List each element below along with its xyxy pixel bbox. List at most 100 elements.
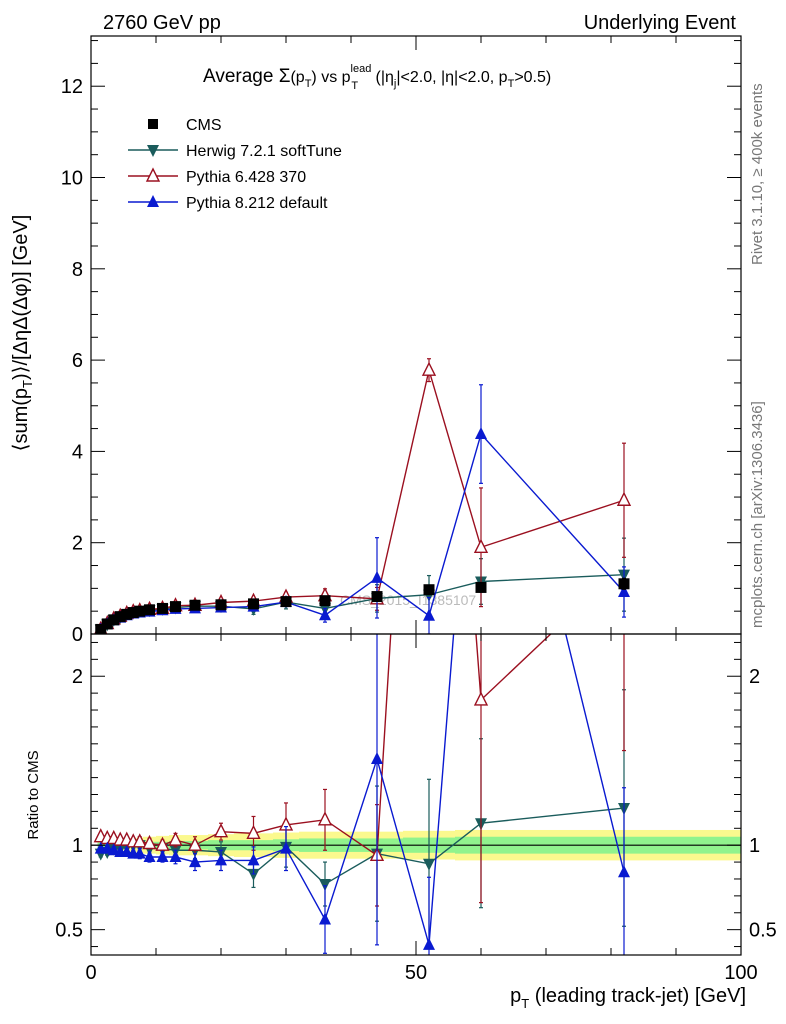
ratio-point-pythia8-13: [280, 841, 292, 854]
ratio-point-pythia8-6: [133, 846, 146, 859]
legend-marker-3: [147, 195, 159, 207]
point-cms-7: [144, 604, 155, 616]
ratio-series-pythia8: [94, 281, 630, 955]
point-pythia8-16: [423, 608, 435, 621]
mcplots-label: mcplots.cern.ch [arXiv:1306.3436]: [749, 401, 766, 628]
ratio-point-pythia6-16: [423, 10, 435, 22]
ratio-point-pythia8-17: [475, 281, 487, 293]
point-cms-2: [108, 614, 120, 626]
ratio-point-pythia6-12: [246, 824, 261, 840]
axis-ticks: [90, 36, 742, 955]
ratio-point-pythia6-14: [317, 811, 333, 826]
analysis-label: Underlying Event: [584, 12, 737, 34]
y-tick-ratio-2: 2: [72, 666, 83, 688]
ratio-point-pythia8-12: [247, 853, 260, 866]
point-cms-12: [248, 598, 259, 610]
point-pythia8-14: [319, 608, 331, 621]
point-cms-18: [618, 578, 630, 590]
ratio-point-pythia6-11: [213, 823, 229, 838]
ratio-point-pythia8-15: [371, 752, 383, 765]
rivet-label: Rivet 3.1.10, ≥ 400k events: [749, 83, 766, 265]
point-pythia6-17: [473, 538, 489, 553]
legend-label-cms: CMS: [186, 117, 222, 134]
point-cms-17: [475, 581, 487, 593]
point-cms-5: [127, 607, 139, 619]
y-axis-title-main: ⟨sum(pT)⟩/[ΔηΔ(Δφ)] [GeV]: [10, 215, 35, 452]
legend-label-pythia8: Pythia 8.212 default: [186, 195, 328, 212]
x-tick-0: 0: [85, 962, 96, 984]
point-pythia8-18: [618, 585, 630, 598]
ratio-point-herwig-14: [319, 879, 331, 892]
ratio-point-herwig-16: [423, 858, 435, 871]
ratio-point-pythia8-18: [618, 865, 630, 878]
point-cms-6: [134, 605, 146, 617]
point-cms-8: [157, 602, 168, 614]
point-pythia8-15: [371, 570, 383, 583]
ratio-point-herwig-12: [247, 868, 260, 881]
y-tick-main-10: 10: [61, 168, 83, 190]
energy-label: 2760 GeV pp: [103, 12, 221, 34]
y-tick-labels-main: 0 2 4 6 8 10 12: [61, 76, 83, 646]
y-tick-main-4: 4: [72, 441, 83, 463]
legend-marker-1: [147, 145, 159, 157]
y-tick-main-6: 6: [72, 350, 83, 372]
ratio-point-pythia6-9: [168, 831, 183, 846]
y-tick-main-2: 2: [72, 533, 83, 555]
ratio-series-herwig: [94, 689, 630, 949]
ratio-point-pythia6-10: [187, 836, 203, 851]
ratio-point-pythia8-8: [156, 850, 169, 863]
ratio-point-pythia8-10: [189, 855, 201, 868]
point-cms-16: [423, 584, 435, 596]
x-tick-50: 50: [405, 962, 427, 984]
point-cms-9: [170, 601, 181, 613]
y-tick-main-8: 8: [72, 259, 83, 281]
point-cms-13: [280, 596, 292, 608]
legend-label-pythia6: Pythia 6.428 370: [186, 169, 306, 186]
point-cms-4: [121, 608, 133, 620]
series-herwig: [94, 537, 630, 634]
point-cms-14: [319, 595, 331, 607]
ratio-point-pythia6-7: [142, 834, 157, 850]
point-cms-0: [95, 623, 107, 634]
y-tick-ratio-right-2: 2: [749, 666, 760, 688]
y-tick-labels-ratio: 0.5 1 2 0.5 1 2: [55, 666, 777, 941]
y-tick-ratio-1: 1: [72, 835, 83, 857]
ratio-point-pythia8-11: [215, 853, 227, 866]
ratio-panel-data: [93, 10, 630, 955]
ratio-line-pythia6: [100, 634, 552, 857]
x-axis-title: pT (leading track-jet) [GeV]: [510, 985, 746, 1011]
ratio-point-pythia8-9: [169, 850, 182, 863]
ratio-point-pythia8-7: [143, 850, 156, 863]
point-pythia6-18: [616, 491, 632, 506]
series-line-pythia6: [100, 367, 625, 630]
ratio-err-pythia6-18: [622, 634, 626, 752]
point-pythia6-16: [421, 361, 437, 376]
y-tick-ratio-right-1: 1: [749, 835, 760, 857]
ratio-point-pythia8-16: [423, 937, 435, 950]
point-cms-11: [215, 599, 227, 611]
plot-title: Average Σ(pT) vs plead T (|ηj|<2.0, |η|<2…: [203, 63, 551, 92]
y-tick-main-0: 0: [72, 624, 83, 646]
ratio-point-pythia6-17: [473, 691, 489, 706]
main-panel-data: [94, 358, 632, 634]
point-pythia8-17: [475, 427, 487, 440]
series-cms: [95, 577, 630, 634]
legend-label-herwig: Herwig 7.2.1 softTune: [186, 143, 342, 160]
y-axis-title-ratio: Ratio to CMS: [25, 750, 42, 839]
legend: CMS Herwig 7.2.1 softTune Pythia 6.428 3…: [128, 117, 342, 212]
point-cms-3: [114, 611, 126, 623]
legend-marker-2: [145, 167, 161, 182]
ratio-point-pythia8-14: [319, 912, 331, 925]
point-cms-15: [371, 591, 383, 603]
y-tick-main-12: 12: [61, 76, 83, 98]
y-tick-ratio-right-0.5: 0.5: [749, 920, 777, 942]
ratio-frame: [90, 633, 742, 956]
ratio-series-pythia6: [93, 10, 626, 907]
point-cms-1: [101, 618, 113, 630]
point-cms-10: [189, 599, 201, 611]
y-tick-ratio-0.5: 0.5: [55, 920, 83, 942]
x-tick-labels: 0 50 100: [85, 962, 757, 984]
x-tick-100: 100: [724, 962, 757, 984]
legend-marker-0: [148, 119, 158, 129]
